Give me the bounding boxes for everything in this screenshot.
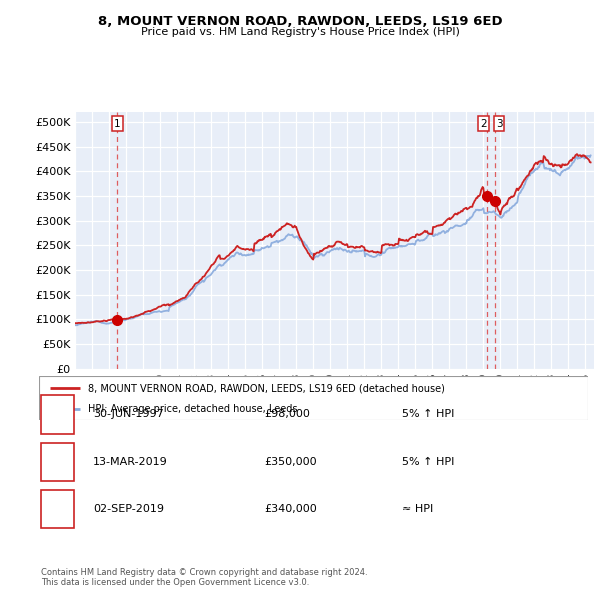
Text: 02-SEP-2019: 02-SEP-2019 bbox=[93, 504, 164, 514]
Text: 1: 1 bbox=[114, 119, 121, 129]
Text: 8, MOUNT VERNON ROAD, RAWDON, LEEDS, LS19 6ED (detached house): 8, MOUNT VERNON ROAD, RAWDON, LEEDS, LS1… bbox=[88, 384, 445, 393]
Text: £340,000: £340,000 bbox=[264, 504, 317, 514]
Text: 13-MAR-2019: 13-MAR-2019 bbox=[93, 457, 168, 467]
Text: 5% ↑ HPI: 5% ↑ HPI bbox=[402, 457, 454, 467]
Text: £350,000: £350,000 bbox=[264, 457, 317, 467]
Text: Contains HM Land Registry data © Crown copyright and database right 2024.
This d: Contains HM Land Registry data © Crown c… bbox=[41, 568, 367, 587]
Text: 3: 3 bbox=[496, 119, 502, 129]
Text: HPI: Average price, detached house, Leeds: HPI: Average price, detached house, Leed… bbox=[88, 404, 298, 414]
Text: 30-JUN-1997: 30-JUN-1997 bbox=[93, 409, 164, 419]
Text: 2: 2 bbox=[53, 455, 61, 468]
Text: ≈ HPI: ≈ HPI bbox=[402, 504, 433, 514]
FancyBboxPatch shape bbox=[39, 376, 588, 420]
Text: 1: 1 bbox=[53, 408, 61, 421]
Text: 5% ↑ HPI: 5% ↑ HPI bbox=[402, 409, 454, 419]
Text: 8, MOUNT VERNON ROAD, RAWDON, LEEDS, LS19 6ED: 8, MOUNT VERNON ROAD, RAWDON, LEEDS, LS1… bbox=[98, 15, 502, 28]
Text: 3: 3 bbox=[53, 502, 61, 516]
Text: £98,000: £98,000 bbox=[264, 409, 310, 419]
Text: 2: 2 bbox=[480, 119, 487, 129]
Text: Price paid vs. HM Land Registry's House Price Index (HPI): Price paid vs. HM Land Registry's House … bbox=[140, 27, 460, 37]
